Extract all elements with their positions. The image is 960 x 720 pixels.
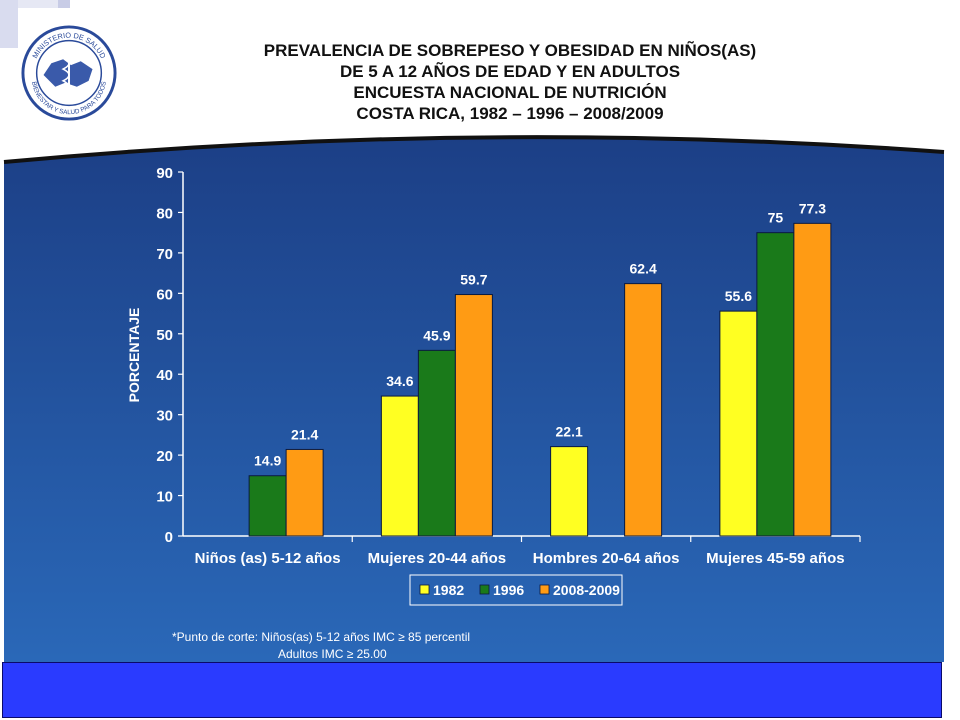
y-tick-label: 20 bbox=[156, 448, 173, 465]
corner-decoration bbox=[0, 0, 70, 48]
y-tick-label: 10 bbox=[156, 489, 173, 506]
title-line-3: ENCUESTA NACIONAL DE NUTRICIÓN bbox=[353, 83, 667, 102]
data-label: 45.9 bbox=[423, 327, 450, 343]
legend-label: 1996 bbox=[493, 582, 524, 598]
footnote-line-2: Adultos IMC ≥ 25.00 bbox=[278, 647, 387, 661]
data-label: 77.3 bbox=[799, 200, 826, 216]
legend-label: 2008-2009 bbox=[553, 582, 620, 598]
legend-swatch-1996 bbox=[479, 584, 490, 595]
data-label: 75 bbox=[768, 210, 784, 226]
legend-swatch-1982 bbox=[419, 584, 430, 595]
data-label: 14.9 bbox=[254, 453, 281, 469]
bar-2008-2009-3 bbox=[624, 283, 663, 537]
data-label: 34.6 bbox=[386, 373, 413, 389]
chart-axes: 0 10 20 30 40 50 60 70 80 90 Niños (as) 5-12 años M… bbox=[156, 165, 861, 567]
bar-2008-2009-1 bbox=[285, 448, 324, 537]
bar-2008-2009-2 bbox=[454, 294, 493, 537]
legend-label: 1982 bbox=[433, 582, 464, 598]
y-tick-label: 60 bbox=[156, 286, 173, 303]
x-tick-label: Niños (as) 5-12 años bbox=[195, 550, 341, 567]
data-label: 59.7 bbox=[460, 272, 487, 288]
chart-data-labels: 14.9 21.4 34.6 45.9 59.7 22.1 62.4 55.6 75 77.3 bbox=[254, 200, 826, 468]
data-label: 21.4 bbox=[291, 426, 318, 442]
ministry-logo: MINISTERIO DE SALUD BIENESTAR Y SALUD PA… bbox=[21, 25, 117, 121]
y-tick-label: 70 bbox=[156, 246, 173, 263]
y-tick-label: 90 bbox=[156, 165, 173, 182]
bar-1982-2 bbox=[380, 395, 419, 537]
y-tick-label: 80 bbox=[156, 205, 173, 222]
x-tick-label: Mujeres 45-59 años bbox=[706, 550, 844, 567]
title-line-4: COSTA RICA, 1982 – 1996 – 2008/2009 bbox=[356, 104, 664, 123]
footnote: *Punto de corte: Niños(as) 5-12 años IMC… bbox=[172, 629, 470, 663]
y-tick-label: 50 bbox=[156, 327, 173, 344]
data-label: 22.1 bbox=[556, 424, 583, 440]
bar-2008-2009-4 bbox=[793, 222, 832, 537]
bar-1996-2 bbox=[417, 349, 456, 537]
chart-bars bbox=[248, 222, 832, 537]
y-tick-label: 40 bbox=[156, 367, 173, 384]
panel-top-curve bbox=[3, 135, 945, 164]
title-line-1: PREVALENCIA DE SOBREPESO Y OBESIDAD EN N… bbox=[263, 41, 757, 60]
y-tick-label: 0 bbox=[165, 529, 173, 546]
x-tick-label: Hombres 20-64 años bbox=[533, 550, 680, 567]
legend-box bbox=[409, 574, 623, 606]
title-line-2: DE 5 A 12 AÑOS DE EDAD Y EN ADULTOS bbox=[339, 62, 681, 81]
data-label: 55.6 bbox=[725, 288, 752, 304]
bar-1982-3 bbox=[550, 446, 589, 537]
footer-band bbox=[2, 662, 942, 718]
data-label: 62.4 bbox=[630, 261, 657, 277]
x-tick-label: Mujeres 20-44 años bbox=[368, 550, 506, 567]
y-tick-label: 30 bbox=[156, 408, 173, 425]
chart-legend: 1982 1996 2008-2009 bbox=[409, 574, 623, 606]
y-axis-label: PORCENTAJE bbox=[126, 308, 142, 403]
bar-1996-4 bbox=[756, 232, 795, 537]
bar-1982-4 bbox=[719, 310, 758, 537]
bar-1996-1 bbox=[248, 475, 287, 537]
page-title: PREVALENCIA DE SOBREPESO Y OBESIDAD EN N… bbox=[160, 40, 860, 124]
legend-swatch-2008-2009 bbox=[539, 584, 550, 595]
footnote-line-1: *Punto de corte: Niños(as) 5-12 años IMC… bbox=[172, 630, 471, 644]
